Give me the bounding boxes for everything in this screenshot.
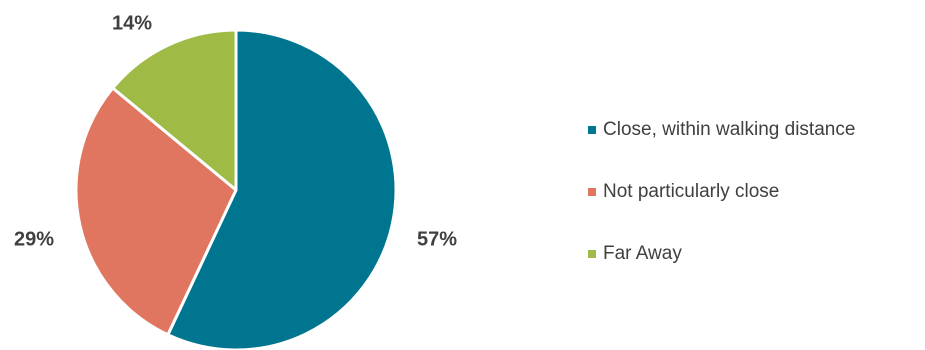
pie-data-labels: 57% 29% 14% <box>14 12 457 250</box>
pie-slice-far-away <box>111 28 238 192</box>
legend: Close, within walking distance Not parti… <box>588 112 855 298</box>
legend-label-close: Close, within walking distance <box>603 118 856 140</box>
legend-item-close: Close, within walking distance <box>588 112 855 147</box>
legend-swatch-close <box>588 125 596 134</box>
legend-item-not-close: Not particularly close <box>588 174 855 209</box>
data-label-not-close: 29% <box>14 228 54 250</box>
pie-slice-not-close <box>74 86 238 337</box>
legend-swatch-far-away <box>588 249 596 258</box>
legend-label-far-away: Far Away <box>603 242 682 264</box>
legend-label-not-close: Not particularly close <box>603 180 780 202</box>
legend-item-far-away: Far Away <box>588 236 855 271</box>
pie-slices <box>74 28 398 350</box>
legend-swatch-not-close <box>588 187 596 196</box>
data-label-far-away: 14% <box>112 12 152 34</box>
data-label-close: 57% <box>417 228 457 250</box>
